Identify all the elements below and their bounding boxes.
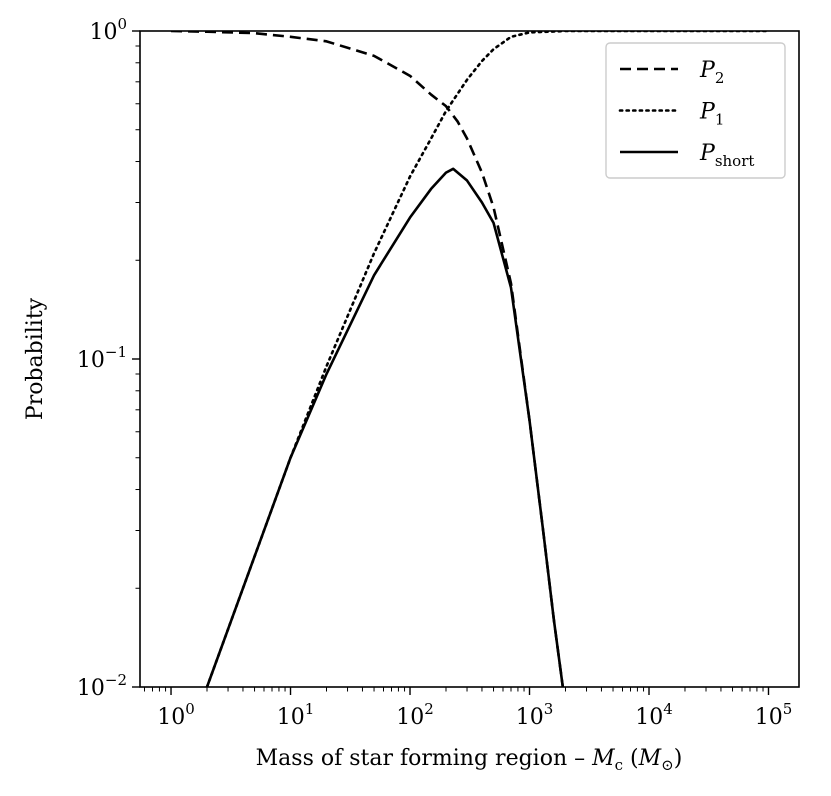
x-axis-label: Mass of star forming region – Mc (M⊙) bbox=[256, 746, 683, 774]
legend: P2 P1 Pshort bbox=[605, 42, 786, 179]
x-tick-label: 105 bbox=[755, 700, 793, 730]
series-pshort-line bbox=[205, 167, 565, 687]
legend-box bbox=[605, 42, 786, 179]
y-tick-label: 10−1 bbox=[77, 343, 127, 373]
x-tick-label: 103 bbox=[516, 700, 554, 730]
x-tick-label: 104 bbox=[635, 700, 673, 730]
x-tick-label: 101 bbox=[277, 700, 315, 730]
ticks-layer: 100 101 102 103 104 105 10−2 10−1 100 bbox=[77, 15, 792, 730]
legend-label-pshort: Pshort bbox=[699, 141, 754, 170]
y-tick-label: 10−2 bbox=[77, 671, 127, 701]
axis-labels: Mass of star forming region – Mc (M⊙) Pro… bbox=[23, 297, 682, 774]
y-tick-label: 100 bbox=[89, 15, 127, 45]
y-axis-label: Probability bbox=[23, 297, 48, 420]
legend-label-p2: P2 bbox=[699, 58, 724, 87]
legend-label-p1: P1 bbox=[699, 100, 724, 129]
x-tick-label: 100 bbox=[157, 700, 195, 730]
x-tick-label: 102 bbox=[396, 700, 434, 730]
series-p2-line bbox=[171, 31, 565, 687]
